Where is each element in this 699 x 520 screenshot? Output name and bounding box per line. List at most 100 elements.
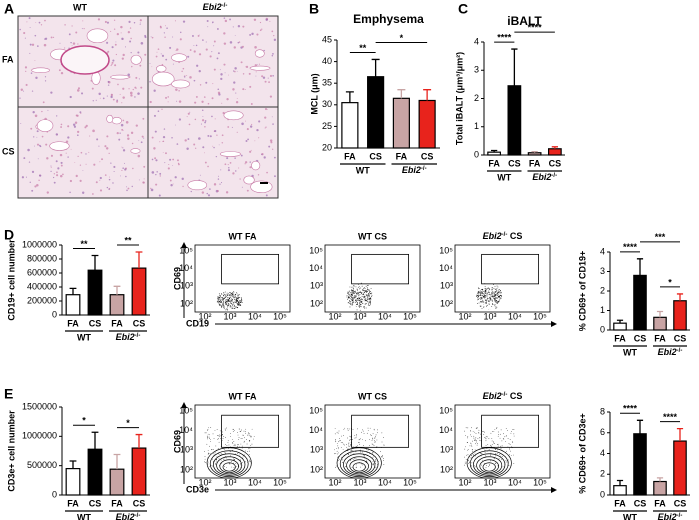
tissue-dot <box>84 126 87 129</box>
event <box>372 438 374 440</box>
flow-x-tick: 10⁴ <box>248 311 262 321</box>
event <box>236 302 238 304</box>
event <box>243 437 245 439</box>
event <box>235 301 237 303</box>
event <box>205 432 207 434</box>
event <box>221 301 223 303</box>
event <box>352 450 354 451</box>
tissue-dot <box>29 43 32 46</box>
event <box>206 435 208 437</box>
event <box>364 303 366 305</box>
event <box>210 449 212 451</box>
bar <box>131 447 147 496</box>
event <box>234 430 235 431</box>
airspace <box>111 116 122 125</box>
event <box>365 291 367 292</box>
category-label: CS <box>549 158 562 168</box>
event <box>356 434 357 436</box>
event <box>207 461 209 463</box>
event <box>225 427 227 429</box>
event <box>466 461 468 463</box>
event <box>240 302 242 303</box>
tissue-dot <box>104 20 107 23</box>
tissue-dot <box>255 71 257 73</box>
tissue-dot <box>41 135 44 138</box>
event <box>482 301 483 303</box>
event <box>494 295 496 297</box>
event <box>234 298 236 300</box>
category-label: FA <box>654 498 666 508</box>
y-tick-label: 1 <box>600 305 605 315</box>
flow-x-tick: 10⁴ <box>248 477 262 487</box>
flow-x-tick: 10³ <box>223 311 236 321</box>
event <box>495 448 496 450</box>
event <box>480 290 481 292</box>
event <box>359 438 361 440</box>
event <box>472 440 473 442</box>
category-label: FA <box>614 333 626 343</box>
tissue-dot <box>216 57 219 60</box>
event <box>498 292 499 294</box>
flow-x-tick: 10⁴ <box>508 477 522 487</box>
event <box>337 447 339 449</box>
event <box>210 465 212 466</box>
error-bar <box>91 431 99 450</box>
tissue-dot <box>110 95 113 99</box>
tissue-dot <box>55 160 58 163</box>
tissue-dot <box>212 83 214 85</box>
event <box>374 440 375 441</box>
event <box>344 444 345 446</box>
event <box>474 440 476 441</box>
event <box>493 284 494 285</box>
event <box>471 449 473 451</box>
flow-x-tick: 10⁴ <box>378 311 392 321</box>
event <box>239 303 241 305</box>
tissue-dot <box>129 91 133 95</box>
event <box>236 297 238 299</box>
tissue-dot <box>229 18 231 21</box>
event <box>499 294 501 296</box>
event <box>350 442 352 444</box>
flow-y-tick: 10⁵ <box>309 245 323 255</box>
bar <box>487 151 502 156</box>
event <box>490 432 492 434</box>
event <box>340 454 341 455</box>
contour <box>336 447 382 479</box>
event <box>492 304 494 305</box>
event <box>511 446 512 448</box>
event <box>335 441 337 443</box>
event <box>485 293 487 294</box>
flow-y-tick: 10⁴ <box>179 263 193 273</box>
event <box>204 461 205 463</box>
event <box>235 302 236 303</box>
tissue-dot <box>50 36 53 39</box>
tissue-dot <box>50 91 53 94</box>
event <box>343 454 345 456</box>
event <box>354 434 356 436</box>
event <box>367 298 368 300</box>
category-label: CS <box>133 498 146 508</box>
flow-y-tick: 10³ <box>310 281 323 291</box>
tissue-dot <box>27 148 30 152</box>
event <box>492 295 493 297</box>
tissue-dot <box>36 143 40 146</box>
event <box>371 295 373 297</box>
flow-y-tick: 10⁵ <box>439 405 453 415</box>
tissue-dot <box>76 134 79 137</box>
event <box>237 294 239 296</box>
event <box>490 447 491 448</box>
tissue-dot <box>213 183 217 186</box>
event <box>342 448 344 450</box>
event <box>227 301 229 303</box>
event <box>376 429 378 431</box>
event <box>468 463 469 465</box>
tissue-dot <box>122 147 124 149</box>
event <box>483 434 485 435</box>
micrograph <box>147 15 279 108</box>
tissue-dot <box>236 131 238 133</box>
event <box>221 443 223 445</box>
event <box>359 444 361 446</box>
event <box>228 463 230 464</box>
tissue-dot <box>44 76 47 78</box>
